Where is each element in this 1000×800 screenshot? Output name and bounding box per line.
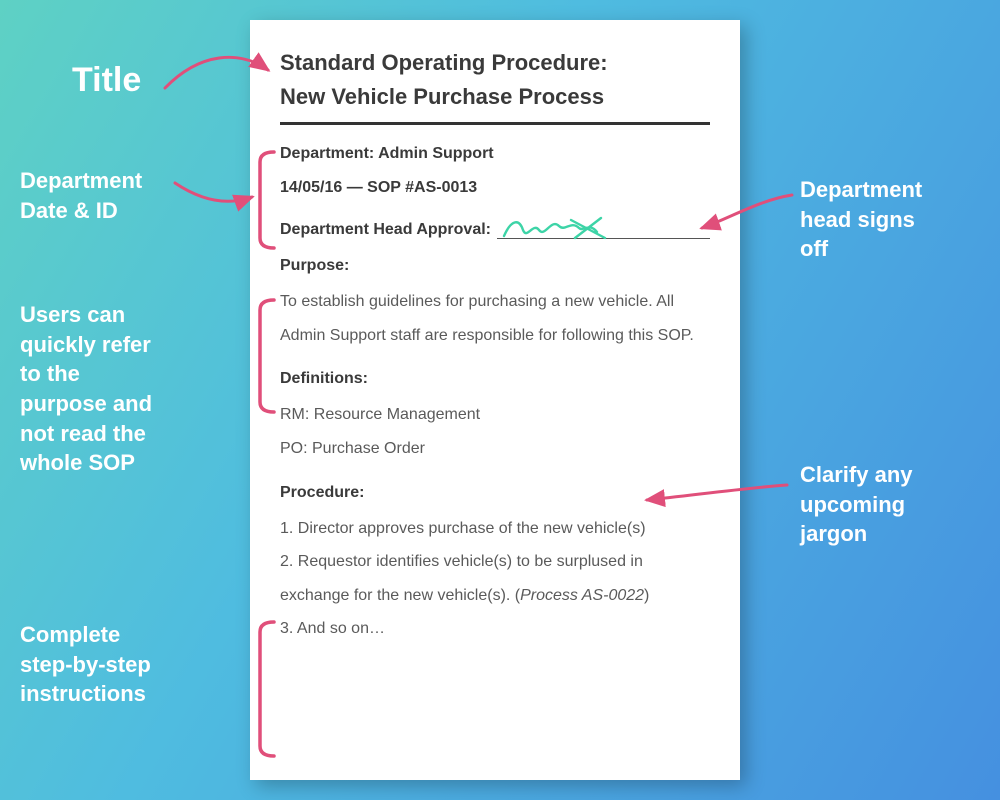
definition-item: RM: Resource Management bbox=[280, 398, 710, 432]
callout-signs-off: Departmenthead signsoff bbox=[800, 175, 922, 264]
title-line-1: Standard Operating Procedure: bbox=[280, 50, 608, 75]
department-line: Department: Admin Support bbox=[280, 145, 710, 163]
approval-line: Department Head Approval: bbox=[280, 213, 710, 239]
callout-steps: Completestep-by-stepinstructions bbox=[20, 620, 151, 709]
callout-title: Title bbox=[72, 58, 141, 104]
doc-title: Standard Operating Procedure: New Vehicl… bbox=[280, 46, 710, 114]
signature-icon bbox=[501, 212, 641, 242]
title-line-2: New Vehicle Purchase Process bbox=[280, 84, 604, 109]
callout-purpose: Users canquickly referto thepurpose andn… bbox=[20, 300, 152, 478]
signature-slot bbox=[497, 213, 710, 239]
definition-item: PO: Purchase Order bbox=[280, 432, 710, 466]
title-rule bbox=[280, 122, 710, 125]
sop-document: Standard Operating Procedure: New Vehicl… bbox=[250, 20, 740, 780]
procedure-step: 2. Requestor identifies vehicle(s) to be… bbox=[280, 545, 710, 612]
procedure-heading: Procedure: bbox=[280, 484, 710, 502]
procedure-step: 3. And so on… bbox=[280, 612, 710, 646]
date-id-line: 14/05/16 — SOP #AS-0013 bbox=[280, 179, 710, 197]
purpose-text: To establish guidelines for purchasing a… bbox=[280, 285, 710, 352]
purpose-heading: Purpose: bbox=[280, 257, 710, 275]
callout-jargon: Clarify anyupcomingjargon bbox=[800, 460, 913, 549]
callout-department: DepartmentDate & ID bbox=[20, 166, 142, 225]
definitions-heading: Definitions: bbox=[280, 370, 710, 388]
procedure-step: 1. Director approves purchase of the new… bbox=[280, 512, 710, 546]
